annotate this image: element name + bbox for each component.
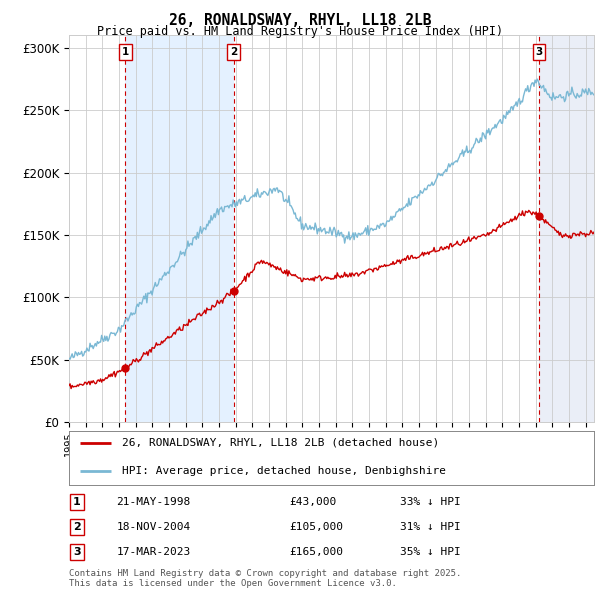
Text: £105,000: £105,000	[290, 522, 343, 532]
Text: £43,000: £43,000	[290, 497, 337, 507]
Text: 3: 3	[536, 47, 543, 57]
Text: 33% ↓ HPI: 33% ↓ HPI	[400, 497, 461, 507]
Text: HPI: Average price, detached house, Denbighshire: HPI: Average price, detached house, Denb…	[121, 466, 445, 476]
Text: 1: 1	[73, 497, 81, 507]
Text: 2: 2	[230, 47, 237, 57]
Text: 2: 2	[73, 522, 81, 532]
Text: 18-NOV-2004: 18-NOV-2004	[116, 522, 191, 532]
Text: 26, RONALDSWAY, RHYL, LL18 2LB: 26, RONALDSWAY, RHYL, LL18 2LB	[169, 13, 431, 28]
Text: 17-MAR-2023: 17-MAR-2023	[116, 547, 191, 556]
Text: 3: 3	[73, 547, 80, 556]
Text: 1: 1	[122, 47, 129, 57]
Bar	[539, 35, 594, 422]
Text: 35% ↓ HPI: 35% ↓ HPI	[400, 547, 461, 556]
Bar	[539, 35, 594, 422]
Text: 26, RONALDSWAY, RHYL, LL18 2LB (detached house): 26, RONALDSWAY, RHYL, LL18 2LB (detached…	[121, 438, 439, 448]
Bar	[125, 35, 233, 422]
Text: Contains HM Land Registry data © Crown copyright and database right 2025.
This d: Contains HM Land Registry data © Crown c…	[69, 569, 461, 588]
Text: 31% ↓ HPI: 31% ↓ HPI	[400, 522, 461, 532]
Bar	[125, 35, 233, 422]
Text: 21-MAY-1998: 21-MAY-1998	[116, 497, 191, 507]
Text: Price paid vs. HM Land Registry's House Price Index (HPI): Price paid vs. HM Land Registry's House …	[97, 25, 503, 38]
Text: £165,000: £165,000	[290, 547, 343, 556]
